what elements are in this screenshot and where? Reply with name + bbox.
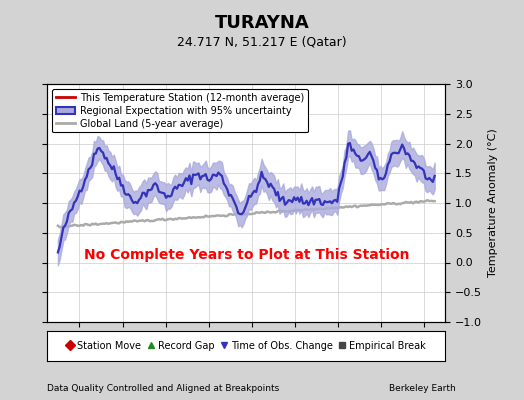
Text: No Complete Years to Plot at This Station: No Complete Years to Plot at This Statio…	[83, 248, 409, 262]
Legend: Station Move, Record Gap, Time of Obs. Change, Empirical Break: Station Move, Record Gap, Time of Obs. C…	[63, 337, 430, 355]
Text: 24.717 N, 51.217 E (Qatar): 24.717 N, 51.217 E (Qatar)	[177, 35, 347, 48]
Text: TURAYNA: TURAYNA	[215, 14, 309, 32]
Text: Data Quality Controlled and Aligned at Breakpoints: Data Quality Controlled and Aligned at B…	[47, 384, 279, 393]
Legend: This Temperature Station (12-month average), Regional Expectation with 95% uncer: This Temperature Station (12-month avera…	[52, 89, 308, 132]
Text: Berkeley Earth: Berkeley Earth	[389, 384, 456, 393]
Y-axis label: Temperature Anomaly (°C): Temperature Anomaly (°C)	[488, 129, 498, 277]
